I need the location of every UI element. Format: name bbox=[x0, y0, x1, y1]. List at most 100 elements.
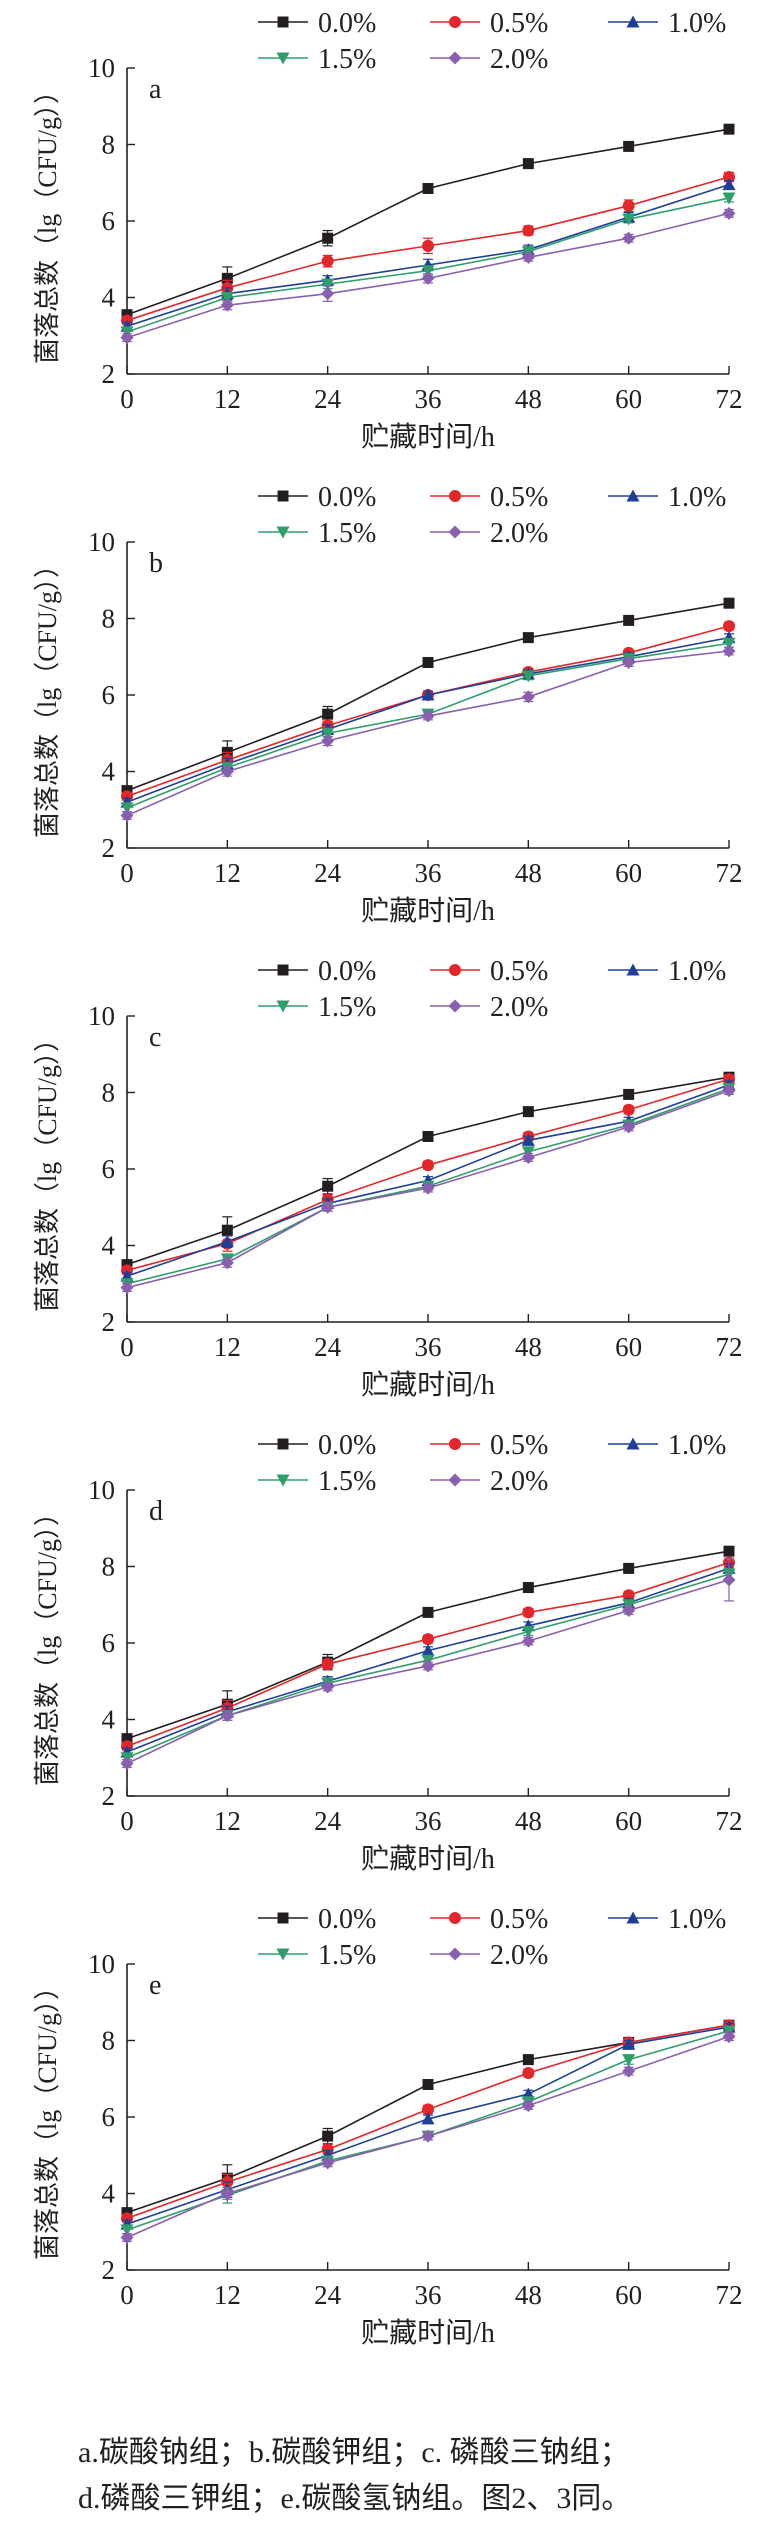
data-point bbox=[623, 1088, 635, 1100]
legend-marker bbox=[626, 15, 640, 28]
data-point bbox=[723, 597, 735, 609]
chart-panels: 2 4 6 8 10 0 12 24 36 48 60 72 贮藏时间/h 菌落总数（lg（CFU/g））… bbox=[33, 8, 743, 2349]
series-2.0% bbox=[120, 1084, 736, 1295]
y-tick-label: 4 bbox=[102, 757, 116, 787]
data-point bbox=[521, 1133, 535, 1146]
data-point bbox=[120, 802, 134, 815]
data-point bbox=[422, 1130, 434, 1142]
x-tick-label: 48 bbox=[515, 1332, 542, 1362]
legend-marker bbox=[277, 964, 289, 976]
x-tick-label: 72 bbox=[716, 1332, 743, 1362]
data-point bbox=[120, 2230, 134, 2244]
data-point bbox=[422, 2103, 434, 2116]
data-point bbox=[622, 2064, 636, 2078]
data-point bbox=[422, 239, 434, 252]
data-point bbox=[422, 2078, 434, 2090]
x-tick-label: 36 bbox=[415, 1332, 442, 1362]
data-point bbox=[723, 1545, 735, 1557]
x-axis-label: 贮藏时间/h bbox=[361, 2317, 495, 2349]
legend-item: 2.0% bbox=[430, 1940, 548, 1971]
panel-label: e bbox=[149, 1970, 161, 2001]
x-tick-label: 12 bbox=[214, 384, 241, 414]
data-point bbox=[120, 1281, 134, 1295]
legend-label: 2.0% bbox=[490, 1466, 548, 1497]
data-point bbox=[321, 287, 335, 301]
data-point bbox=[220, 1709, 234, 1723]
data-point bbox=[220, 1235, 234, 1248]
panel-label: a bbox=[149, 74, 162, 105]
data-point bbox=[521, 1634, 535, 1648]
data-point bbox=[421, 271, 435, 285]
data-point bbox=[120, 1756, 134, 1770]
legend-label: 0.0% bbox=[318, 8, 376, 39]
series-2.0% bbox=[120, 1558, 736, 1770]
y-tick-label: 4 bbox=[102, 283, 116, 313]
data-point bbox=[321, 255, 334, 268]
x-tick-label: 60 bbox=[615, 1806, 642, 1836]
y-tick-label: 6 bbox=[102, 680, 116, 710]
data-point bbox=[120, 331, 134, 345]
legend-marker bbox=[626, 1911, 640, 1924]
legend-marker bbox=[277, 1912, 289, 1924]
legend-marker bbox=[277, 490, 289, 502]
x-axis-label: 贮藏时间/h bbox=[361, 1843, 495, 1875]
legend-label: 0.5% bbox=[490, 956, 548, 987]
data-point bbox=[622, 1589, 635, 1602]
legend-marker bbox=[277, 1438, 289, 1450]
x-tick-label: 36 bbox=[415, 1806, 442, 1836]
legend-label: 1.0% bbox=[668, 8, 726, 39]
legend-marker bbox=[449, 1912, 461, 1924]
series-line bbox=[126, 642, 730, 809]
y-axis-label: 菌落总数（lg（CFU/g）） bbox=[33, 1500, 62, 1786]
legend-marker bbox=[449, 16, 461, 28]
y-tick-label: 8 bbox=[102, 1552, 116, 1582]
data-point bbox=[522, 158, 534, 170]
legend-marker bbox=[448, 525, 462, 539]
data-point bbox=[723, 620, 735, 633]
x-tick-label: 12 bbox=[214, 1806, 241, 1836]
y-tick-label: 4 bbox=[102, 2179, 116, 2209]
y-tick-label: 8 bbox=[102, 130, 116, 160]
legend-label: 0.0% bbox=[318, 956, 376, 987]
data-point bbox=[121, 1733, 133, 1745]
x-tick-label: 60 bbox=[615, 384, 642, 414]
data-point bbox=[522, 1582, 534, 1594]
data-point bbox=[421, 2129, 435, 2143]
legend-marker bbox=[448, 1947, 462, 1961]
panel-label: d bbox=[149, 1496, 163, 1527]
legend-item: 1.0% bbox=[608, 956, 726, 987]
data-point bbox=[623, 614, 635, 626]
y-tick-label: 10 bbox=[88, 1001, 115, 1031]
data-point bbox=[421, 688, 435, 701]
legend-label: 0.0% bbox=[318, 1904, 376, 1935]
data-point bbox=[220, 2187, 234, 2200]
x-tick-label: 72 bbox=[716, 858, 743, 888]
x-tick-label: 12 bbox=[214, 858, 241, 888]
legend-label: 1.5% bbox=[318, 44, 376, 75]
x-tick-label: 12 bbox=[214, 1332, 241, 1362]
data-point bbox=[521, 1626, 535, 1639]
panel-label: b bbox=[149, 548, 163, 579]
data-point bbox=[322, 232, 334, 244]
legend-marker bbox=[448, 1473, 462, 1487]
legend-item: 0.5% bbox=[430, 8, 548, 39]
x-axis-label: 贮藏时间/h bbox=[361, 895, 495, 927]
legend-item: 0.0% bbox=[258, 8, 376, 39]
caption-line-2: d.磷酸三钾组；e.碳酸氢钠组。图2、3同。 bbox=[78, 2482, 632, 2515]
data-point bbox=[722, 1084, 736, 1098]
data-point bbox=[522, 632, 534, 644]
legend-label: 1.5% bbox=[318, 1466, 376, 1497]
legend-item: 1.5% bbox=[258, 992, 376, 1023]
x-tick-label: 0 bbox=[120, 1332, 134, 1362]
x-tick-label: 36 bbox=[415, 384, 442, 414]
data-point bbox=[521, 250, 535, 264]
x-tick-label: 0 bbox=[120, 858, 134, 888]
x-tick-label: 36 bbox=[415, 2280, 442, 2310]
legend-marker bbox=[448, 999, 462, 1013]
y-tick-label: 8 bbox=[102, 2026, 116, 2056]
data-point bbox=[221, 1224, 233, 1236]
x-tick-label: 0 bbox=[120, 1806, 134, 1836]
x-tick-label: 72 bbox=[716, 1806, 743, 1836]
